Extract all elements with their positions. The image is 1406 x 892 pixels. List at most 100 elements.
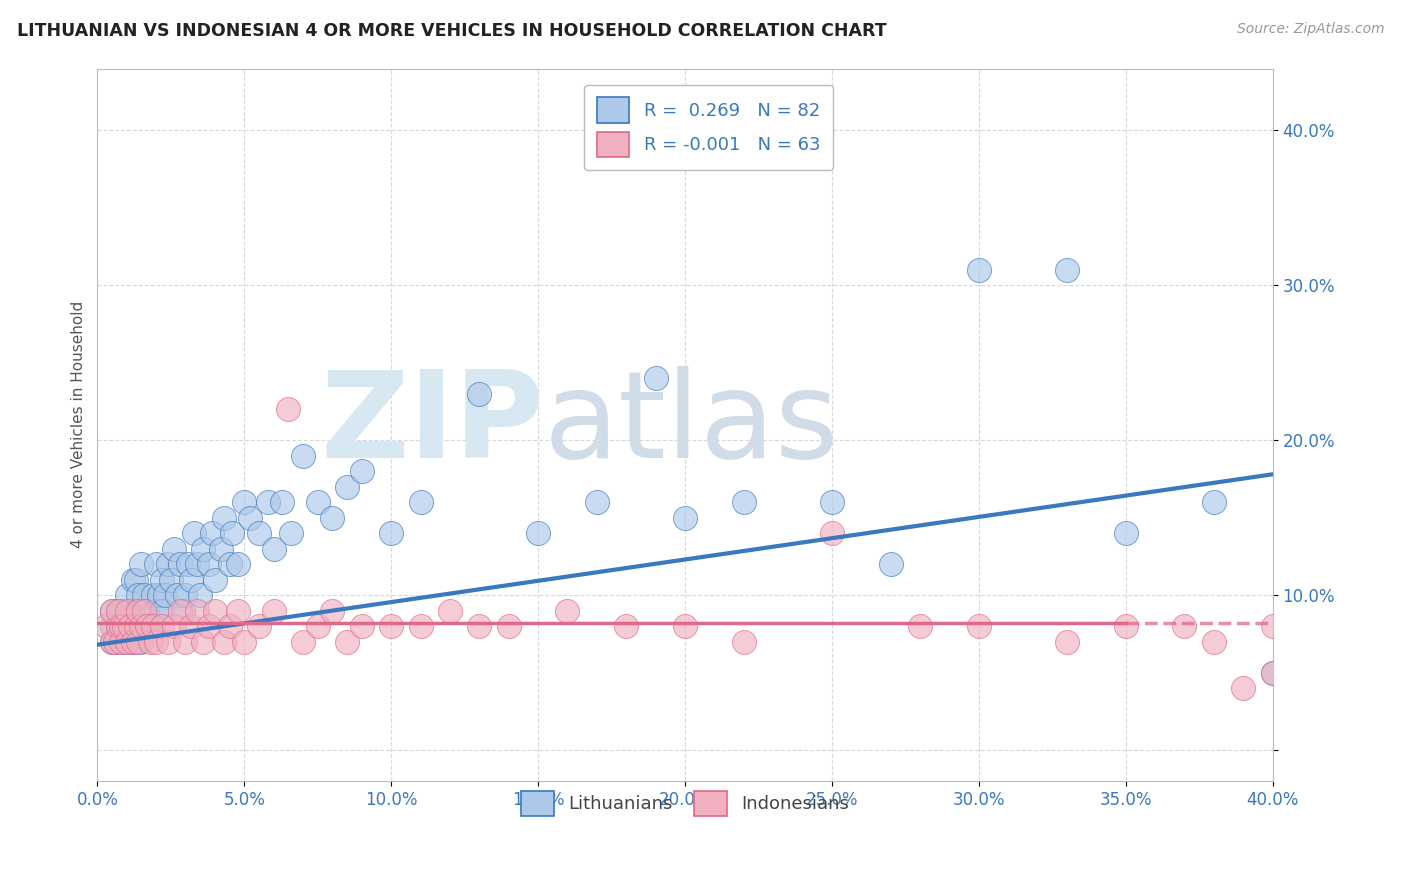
Point [127, 619, 149, 633]
Point [150, 619, 173, 633]
Point [188, 588, 211, 602]
Point [1115, 619, 1137, 633]
Point [228, 604, 250, 618]
Point [201, 526, 224, 541]
Point [180, 573, 202, 587]
Point [159, 573, 181, 587]
Point [156, 557, 179, 571]
Point [107, 619, 129, 633]
Point [209, 541, 232, 556]
Point [118, 604, 141, 618]
Point [585, 495, 607, 509]
Point [121, 634, 143, 648]
Point [256, 495, 278, 509]
Point [127, 588, 149, 602]
Point [112, 619, 135, 633]
Point [1173, 619, 1195, 633]
Point [124, 619, 146, 633]
Point [145, 634, 167, 648]
Point [263, 541, 285, 556]
Point [134, 588, 156, 602]
Point [233, 634, 256, 648]
Point [468, 386, 491, 401]
Point [233, 495, 256, 509]
Point [380, 619, 402, 633]
Point [1202, 634, 1225, 648]
Point [177, 557, 200, 571]
Point [131, 634, 153, 648]
Point [439, 604, 461, 618]
Point [136, 604, 159, 618]
Point [1261, 619, 1284, 633]
Point [101, 604, 124, 618]
Point [336, 634, 359, 648]
Y-axis label: 4 or more Vehicles in Household: 4 or more Vehicles in Household [72, 301, 86, 549]
Point [163, 541, 186, 556]
Text: LITHUANIAN VS INDONESIAN 4 OR MORE VEHICLES IN HOUSEHOLD CORRELATION CHART: LITHUANIAN VS INDONESIAN 4 OR MORE VEHIC… [17, 22, 887, 40]
Point [127, 634, 149, 648]
Point [221, 526, 243, 541]
Point [673, 619, 696, 633]
Point [239, 510, 262, 524]
Point [134, 604, 156, 618]
Point [166, 588, 188, 602]
Point [163, 619, 186, 633]
Point [124, 604, 146, 618]
Point [821, 526, 844, 541]
Point [247, 526, 270, 541]
Point [150, 573, 173, 587]
Point [110, 634, 132, 648]
Point [307, 619, 329, 633]
Point [967, 263, 990, 277]
Text: atlas: atlas [544, 367, 839, 483]
Point [134, 619, 156, 633]
Point [380, 526, 402, 541]
Point [527, 526, 550, 541]
Point [218, 557, 240, 571]
Point [733, 495, 755, 509]
Point [292, 634, 315, 648]
Point [321, 604, 343, 618]
Point [156, 634, 179, 648]
Point [107, 604, 129, 618]
Point [212, 510, 235, 524]
Point [821, 495, 844, 509]
Point [557, 604, 579, 618]
Point [186, 557, 208, 571]
Point [191, 541, 214, 556]
Point [174, 634, 197, 648]
Point [228, 557, 250, 571]
Point [96, 619, 118, 633]
Point [121, 634, 143, 648]
Point [198, 619, 221, 633]
Text: Source: ZipAtlas.com: Source: ZipAtlas.com [1237, 22, 1385, 37]
Point [1261, 665, 1284, 680]
Point [107, 619, 129, 633]
Point [673, 510, 696, 524]
Legend: Lithuanians, Indonesians: Lithuanians, Indonesians [512, 781, 858, 825]
Point [145, 604, 167, 618]
Point [118, 619, 141, 633]
Point [198, 557, 221, 571]
Point [191, 634, 214, 648]
Point [150, 604, 173, 618]
Point [1261, 665, 1284, 680]
Point [101, 634, 124, 648]
Point [118, 619, 141, 633]
Point [409, 495, 432, 509]
Point [169, 604, 191, 618]
Point [121, 573, 143, 587]
Point [124, 634, 146, 648]
Point [101, 634, 124, 648]
Point [908, 619, 931, 633]
Point [107, 604, 129, 618]
Point [409, 619, 432, 633]
Point [350, 619, 373, 633]
Point [127, 604, 149, 618]
Point [101, 619, 124, 633]
Point [468, 619, 491, 633]
Point [104, 634, 127, 648]
Point [498, 619, 520, 633]
Point [101, 604, 124, 618]
Point [142, 619, 165, 633]
